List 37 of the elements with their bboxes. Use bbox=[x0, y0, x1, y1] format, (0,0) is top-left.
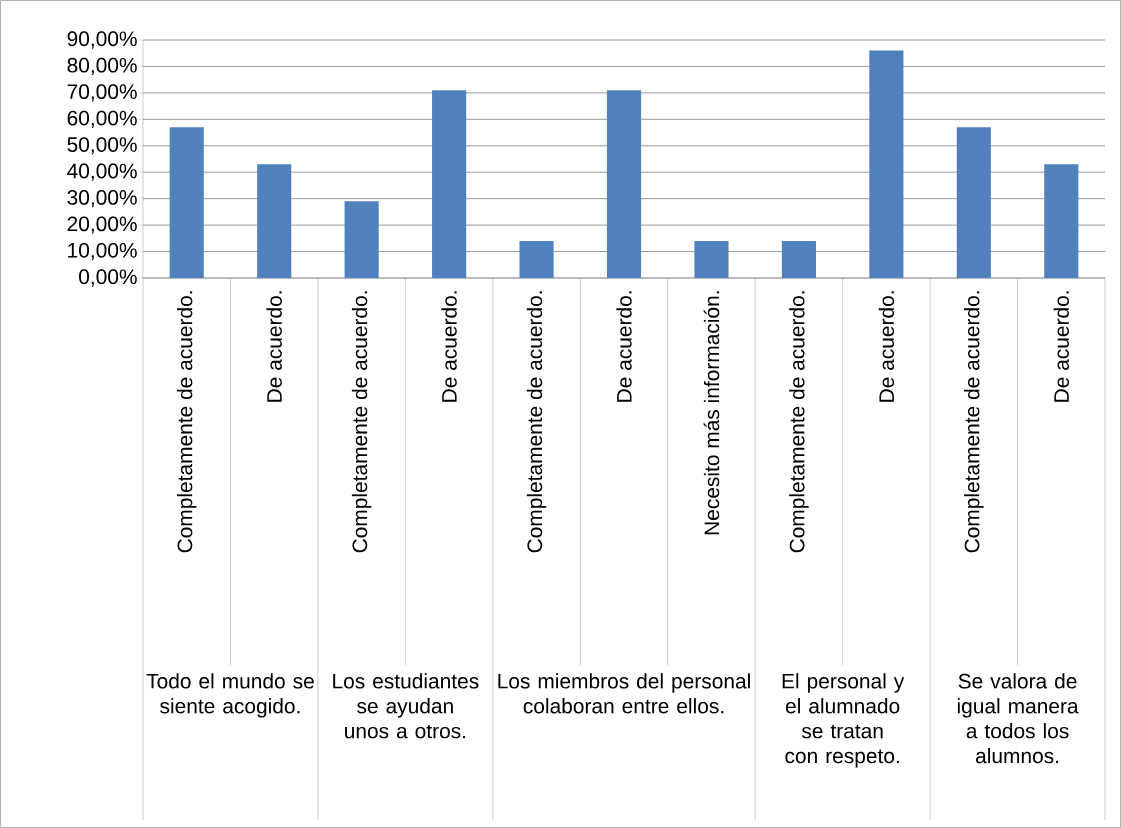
y-tick-label: 60,00% bbox=[67, 110, 137, 128]
x-tick-label: De acuerdo. bbox=[266, 291, 282, 402]
bar bbox=[869, 50, 904, 278]
bar bbox=[1044, 164, 1079, 278]
y-tick-label: 30,00% bbox=[67, 190, 137, 208]
bar bbox=[432, 90, 467, 278]
bar bbox=[694, 240, 729, 278]
bar bbox=[606, 90, 642, 278]
text: Se valora de igual manera a todos los alumnos. bbox=[957, 673, 1079, 764]
x-tick-label: Completamente de acuerdo. bbox=[526, 291, 547, 553]
x-tick-label: Completamente de acuerdo. bbox=[176, 291, 197, 553]
x-tick-label: Completamente de acuerdo. bbox=[964, 291, 984, 553]
y-tick-label: 70,00% bbox=[67, 84, 137, 102]
y-tick-label: 50,00% bbox=[67, 137, 137, 155]
text: Los miembros del personal colaboran entre ellos. bbox=[498, 673, 750, 714]
y-tick-label: 80,00% bbox=[67, 57, 137, 76]
x-tick-label: De acuerdo. bbox=[616, 291, 632, 402]
x-tick-label: De acuerdo. bbox=[441, 291, 457, 402]
x-tick-label: Completamente de acuerdo. bbox=[351, 291, 372, 553]
y-tick-label: 40,00% bbox=[67, 163, 137, 181]
bar bbox=[781, 240, 816, 278]
x-tick-label: Completamente de acuerdo. bbox=[789, 291, 809, 553]
text: Todo el mundo se siente acogido. bbox=[146, 673, 314, 718]
bar bbox=[344, 201, 379, 278]
y-tick-label: 20,00% bbox=[67, 216, 137, 234]
bar bbox=[257, 164, 292, 278]
x-tick-label: De acuerdo. bbox=[878, 291, 895, 402]
bar bbox=[169, 127, 204, 278]
y-tick-label: 90,00% bbox=[67, 31, 137, 49]
bar bbox=[956, 127, 991, 278]
bar bbox=[519, 240, 554, 278]
x-tick-label: De acuerdo. bbox=[1053, 291, 1069, 402]
y-tick-label: 0,00% bbox=[79, 269, 137, 287]
y-tick-label: 10,00% bbox=[68, 242, 137, 261]
x-tick-label: Necesito más información. bbox=[703, 291, 720, 535]
text: Los estudiantes se ayudan unos a otros. bbox=[333, 673, 479, 739]
text: El personal y el alumnado se tratan con respeto. bbox=[782, 673, 905, 768]
